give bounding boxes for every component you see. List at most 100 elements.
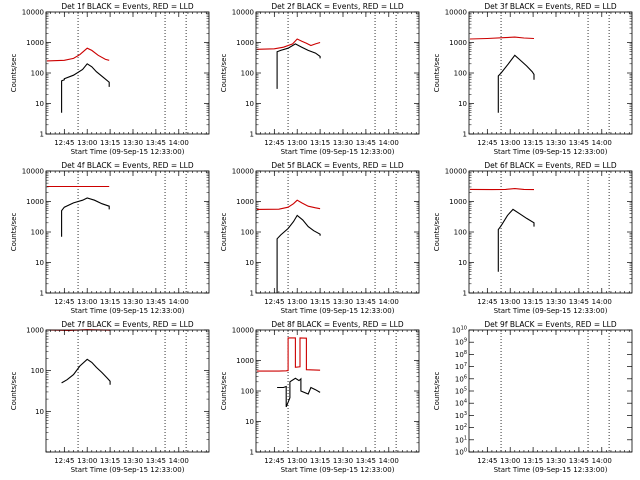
plot-frame [255, 329, 420, 453]
y-axis-label: Counts/sec [433, 372, 441, 411]
series-line-events [61, 358, 111, 385]
series-line-events [276, 43, 321, 89]
y-tick-label: 1000 [26, 327, 44, 335]
panel-title: Det 5f BLACK = Events, RED = LLD [271, 161, 404, 170]
y-tick-label: 100 [454, 70, 467, 78]
y-tick-label: 105 [455, 387, 467, 396]
x-tick-label: 13:30 [123, 457, 143, 465]
panel-title: Det 3f BLACK = Events, RED = LLD [484, 2, 617, 11]
x-tick-label: 13:15 [523, 139, 543, 147]
x-tick-label: 14:00 [379, 298, 399, 306]
y-tick-label: 1 [250, 290, 254, 298]
y-axis-label: Counts/sec [10, 54, 18, 93]
y-tick-label: 103 [455, 411, 467, 420]
series-line-events [497, 208, 535, 272]
series-line-events [61, 197, 110, 237]
y-tick-label: 1 [250, 449, 254, 457]
panel-title: Det 2f BLACK = Events, RED = LLD [271, 2, 404, 11]
x-tick-label: 13:45 [146, 139, 166, 147]
x-axis-label: Start Time (09-Sep-15 12:33:00) [281, 148, 395, 156]
y-tick-label: 1 [40, 131, 44, 139]
x-tick-label: 14:00 [379, 457, 399, 465]
y-tick-label: 10 [35, 100, 44, 108]
y-tick-label: 1000 [236, 198, 254, 206]
x-tick-label: 13:00 [287, 457, 307, 465]
x-axis-label: Start Time (09-Sep-15 12:33:00) [494, 148, 608, 156]
y-axis-label: Counts/sec [10, 213, 18, 252]
y-tick-label: 1 [40, 290, 44, 298]
series-line-lld [256, 337, 321, 372]
series-line-lld [256, 199, 321, 210]
y-tick-label: 1 [463, 290, 467, 298]
x-tick-label: 13:45 [146, 457, 166, 465]
panel-title: Det 8f BLACK = Events, RED = LLD [271, 320, 404, 329]
series-line-events [276, 214, 321, 293]
x-tick-label: 13:15 [310, 457, 330, 465]
y-tick-label: 1000 [26, 198, 44, 206]
x-tick-label: 13:45 [569, 457, 589, 465]
panel-title: Det 4f BLACK = Events, RED = LLD [61, 161, 194, 170]
plot-frame [45, 170, 210, 294]
plot-frame [45, 11, 210, 135]
y-tick-label: 102 [455, 423, 467, 432]
x-tick-label: 13:30 [123, 298, 143, 306]
y-tick-label: 10000 [232, 327, 254, 335]
x-tick-label: 13:15 [100, 457, 120, 465]
x-tick-label: 13:30 [333, 139, 353, 147]
x-tick-label: 13:30 [546, 457, 566, 465]
x-tick-label: 13:00 [500, 139, 520, 147]
x-tick-label: 13:30 [333, 298, 353, 306]
x-tick-label: 13:45 [569, 139, 589, 147]
x-axis-label: Start Time (09-Sep-15 12:33:00) [281, 307, 395, 315]
series-line-events [61, 63, 110, 113]
y-axis-label: Counts/sec [220, 372, 228, 411]
y-tick-label: 100 [241, 388, 254, 396]
y-tick-label: 1000 [449, 198, 467, 206]
y-tick-label: 1010 [452, 326, 467, 335]
y-tick-label: 10000 [445, 168, 467, 176]
plot-frame [255, 170, 420, 294]
y-tick-label: 100 [455, 448, 467, 457]
x-axis-label: Start Time (09-Sep-15 12:33:00) [281, 466, 395, 474]
x-tick-label: 13:45 [356, 298, 376, 306]
y-tick-label: 100 [241, 229, 254, 237]
x-axis-label: Start Time (09-Sep-15 12:33:00) [494, 307, 608, 315]
series-line-events [497, 54, 535, 113]
x-tick-label: 13:00 [500, 298, 520, 306]
x-tick-label: 13:30 [123, 139, 143, 147]
x-axis-label: Start Time (09-Sep-15 12:33:00) [71, 307, 185, 315]
x-tick-label: 12:45 [477, 457, 497, 465]
x-tick-label: 13:45 [356, 457, 376, 465]
y-tick-label: 100 [31, 70, 44, 78]
plot-frame [255, 11, 420, 135]
y-axis-label: Counts/sec [10, 372, 18, 411]
x-tick-label: 14:00 [169, 139, 189, 147]
y-tick-label: 1000 [236, 357, 254, 365]
y-tick-label: 101 [455, 435, 467, 444]
series-line-lld [469, 36, 535, 40]
y-axis-label: Counts/sec [220, 213, 228, 252]
x-tick-label: 13:45 [356, 139, 376, 147]
y-tick-label: 10 [245, 418, 254, 426]
x-tick-label: 12:45 [477, 298, 497, 306]
x-tick-label: 14:00 [379, 139, 399, 147]
y-tick-label: 10000 [22, 9, 44, 17]
series-line-lld [469, 188, 535, 191]
x-tick-label: 13:00 [77, 457, 97, 465]
panel-title: Det 6f BLACK = Events, RED = LLD [484, 161, 617, 170]
x-tick-label: 12:45 [54, 139, 74, 147]
y-tick-label: 1 [463, 131, 467, 139]
x-tick-label: 13:30 [546, 298, 566, 306]
x-tick-label: 13:15 [523, 298, 543, 306]
y-tick-label: 1 [250, 131, 254, 139]
x-tick-label: 12:45 [477, 139, 497, 147]
y-tick-label: 10000 [445, 9, 467, 17]
